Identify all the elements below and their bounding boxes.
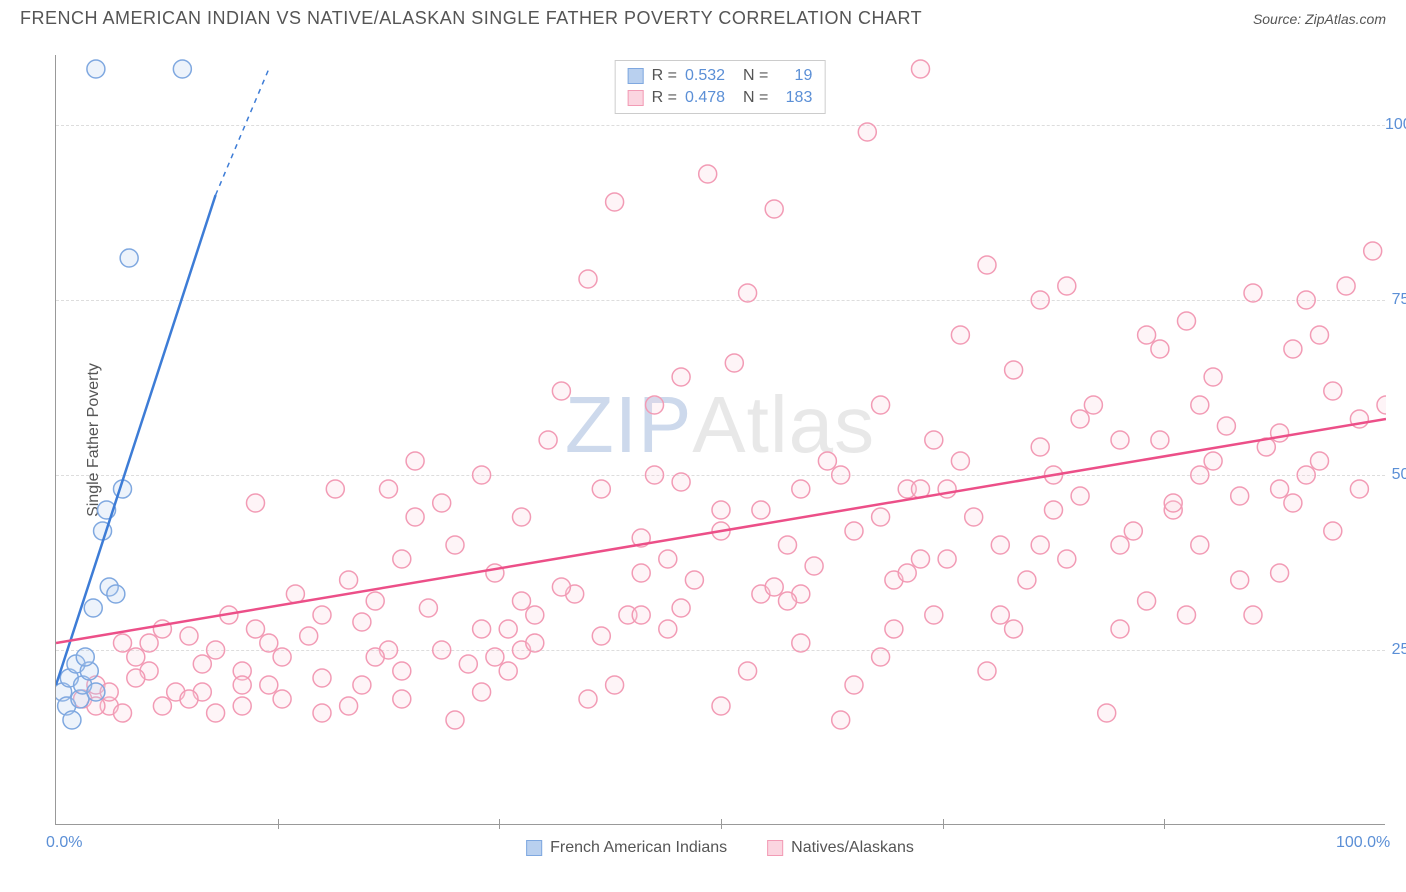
y-tick-label: 50.0% — [1385, 466, 1406, 484]
legend-label-series2: Natives/Alaskans — [791, 839, 914, 857]
x-tick-label: 100.0% — [1336, 834, 1390, 852]
swatch-series2 — [628, 90, 644, 106]
r-value-series1: 0.532 — [685, 67, 735, 85]
swatch-series1 — [628, 68, 644, 84]
n-value-series1: 19 — [776, 67, 812, 85]
y-tick-label: 75.0% — [1385, 291, 1406, 309]
n-value-series2: 183 — [776, 89, 812, 107]
stats-row-series1: R = 0.532 N = 19 — [628, 65, 813, 87]
stats-row-series2: R = 0.478 N = 183 — [628, 87, 813, 109]
chart-header: FRENCH AMERICAN INDIAN VS NATIVE/ALASKAN… — [0, 0, 1406, 33]
legend-item-series1: French American Indians — [526, 839, 727, 857]
y-tick-label: 25.0% — [1385, 641, 1406, 659]
x-tick-label: 0.0% — [46, 834, 82, 852]
scatter-svg — [56, 55, 1386, 825]
chart-title: FRENCH AMERICAN INDIAN VS NATIVE/ALASKAN… — [20, 8, 922, 29]
legend-swatch-series1 — [526, 840, 542, 856]
legend-swatch-series2 — [767, 840, 783, 856]
stats-legend-box: R = 0.532 N = 19 R = 0.478 N = 183 — [615, 60, 826, 114]
legend-item-series2: Natives/Alaskans — [767, 839, 914, 857]
chart-source: Source: ZipAtlas.com — [1253, 11, 1386, 27]
bottom-legend: French American Indians Natives/Alaskans — [526, 839, 914, 857]
chart-container: ZIPAtlas 25.0%50.0%75.0%100.0%0.0%100.0%… — [55, 55, 1385, 825]
plot-area: 25.0%50.0%75.0%100.0%0.0%100.0% — [55, 55, 1385, 825]
legend-label-series1: French American Indians — [550, 839, 727, 857]
y-tick-label: 100.0% — [1385, 116, 1406, 134]
r-value-series2: 0.478 — [685, 89, 735, 107]
